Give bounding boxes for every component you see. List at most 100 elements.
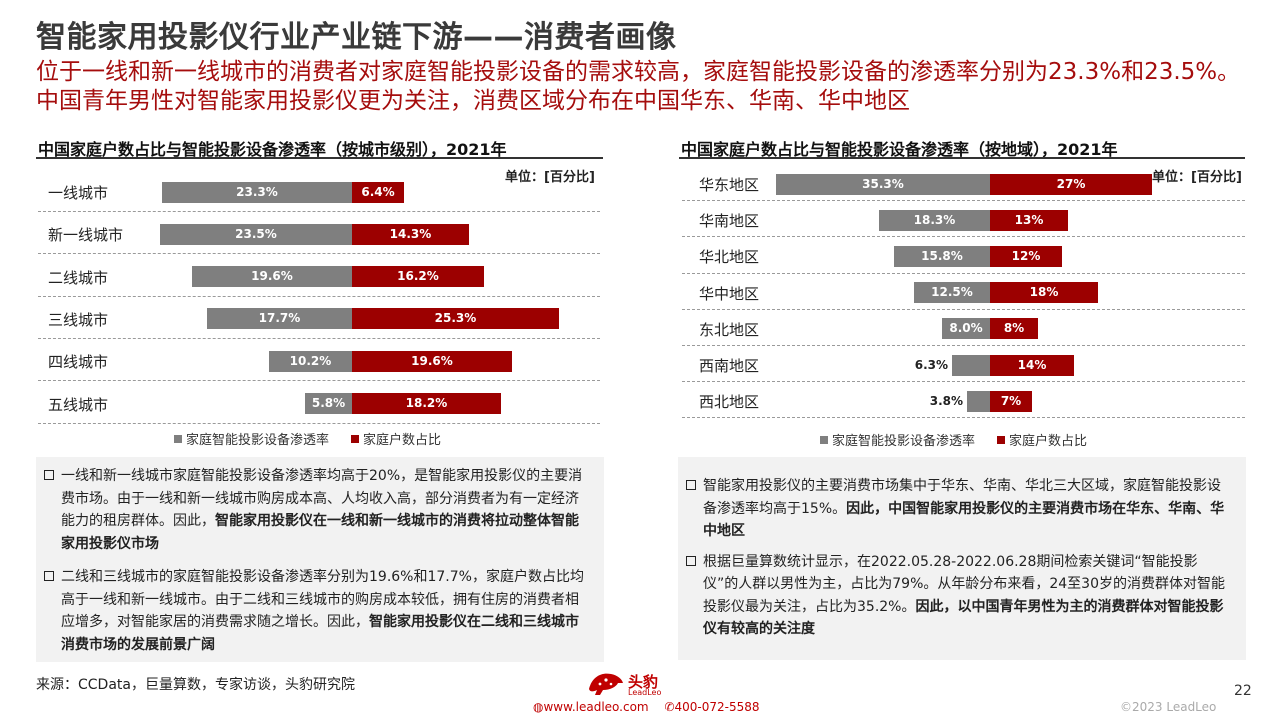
- note-item: 二线和三线城市的家庭智能投影设备渗透率分别为19.6%和17.7%，家庭户数占比…: [44, 566, 590, 656]
- category-label: 四线城市: [48, 353, 109, 372]
- bar-household: [352, 308, 559, 330]
- chart-title-underline: [679, 157, 1245, 159]
- page-title: 智能家用投影仪行业产业链下游——消费者画像: [36, 20, 677, 55]
- legend-swatch-penetration: [820, 435, 828, 444]
- row-separator: [682, 344, 1245, 346]
- row-separator: [38, 380, 600, 382]
- note-text: 智能家用投影仪的主要消费市场集中于华东、华南、华北三大区域，家庭智能投影设备渗透…: [703, 478, 1221, 517]
- bar-penetration: [160, 223, 352, 245]
- data-label-penetration: 19.6%: [251, 269, 293, 284]
- category-label: 西北地区: [699, 393, 760, 412]
- source-note: 来源：CCData，巨量算数，专家访谈，头豹研究院: [36, 677, 355, 693]
- data-label-penetration: 17.7%: [258, 311, 301, 326]
- bar-household: [352, 393, 501, 414]
- note-item: 智能家用投影仪的主要消费市场集中于华东、华南、华北三大区域，家庭智能投影设备渗透…: [686, 475, 1232, 543]
- notes-box-left: 一线和新一线城市家庭智能投影设备渗透率均高于20%，是智能家用投影仪的主要消费市…: [36, 457, 604, 662]
- data-label-household: 14.3%: [389, 226, 432, 241]
- data-label-household: 27%: [1056, 176, 1086, 191]
- note-item: 根据巨量算数统计显示，在2022.05.28-2022.06.28期间检索关键词…: [686, 551, 1232, 641]
- phone-number: 400-072-5588: [674, 700, 760, 714]
- bar-penetration: [952, 354, 990, 376]
- data-label-penetration: 15.8%: [921, 248, 963, 263]
- note-item: 一线和新一线城市家庭智能投影设备渗透率均高于20%，是智能家用投影仪的主要消费市…: [44, 465, 590, 555]
- data-label-penetration: 5.8%: [311, 396, 346, 410]
- legend-region: 家庭智能投影设备渗透率 家庭户数占比: [820, 430, 1087, 449]
- data-label-penetration: 12.5%: [931, 285, 973, 300]
- legend-label-penetration: 家庭智能投影设备渗透率: [186, 433, 330, 448]
- bar-penetration: [305, 393, 352, 414]
- legend-label-household: 家庭户数占比: [363, 433, 442, 448]
- category-label: 西南地区: [699, 357, 760, 375]
- legend-label-household: 家庭户数占比: [1009, 434, 1088, 449]
- chart-unit-region: 单位：[百分比]: [1152, 170, 1242, 185]
- page-subtitle: 位于一线和新一线城市的消费者对家庭智能投影设备的需求较高，家庭智能投影设备的渗透…: [36, 59, 1241, 114]
- legend-label-penetration: 家庭智能投影设备渗透率: [832, 434, 976, 449]
- bar-household: [990, 390, 1032, 412]
- row-separator: [38, 422, 600, 424]
- row-separator: [38, 295, 600, 297]
- data-label-household: 8%: [1003, 321, 1025, 336]
- data-label-household: 12%: [1011, 248, 1041, 263]
- globe-icon: ◍: [533, 700, 544, 714]
- website-link[interactable]: www.leadleo.com: [543, 700, 649, 714]
- category-label: 五线城市: [48, 395, 109, 414]
- bar-penetration: [192, 266, 352, 288]
- row-separator: [682, 308, 1245, 310]
- category-label: 一线城市: [48, 184, 109, 202]
- note-text: 二线和三线城市的家庭智能投影设备渗透率分别为19.6%和17.7%，家庭户数占比…: [61, 569, 584, 630]
- row-separator: [682, 236, 1245, 238]
- note-emphasis: 因此，以中国青年男性为主的消费群体对智能投影仪有较高的关注度: [703, 598, 1224, 638]
- data-label-penetration: 3.8%: [929, 393, 963, 408]
- category-label: 华北地区: [699, 248, 760, 267]
- data-label-household: 16.2%: [397, 269, 439, 284]
- bar-penetration: [776, 173, 990, 195]
- category-label: 三线城市: [48, 310, 109, 329]
- bar-penetration: [942, 318, 990, 340]
- data-label-penetration: 23.5%: [235, 226, 277, 241]
- note-emphasis: 智能家用投影仪在二线和三线城市消费市场的发展前景广阔: [61, 614, 579, 653]
- data-label-household: 18.2%: [405, 396, 448, 410]
- bar-household: [990, 354, 1074, 376]
- data-label-household: 14%: [1017, 357, 1047, 372]
- notes-box-right: 智能家用投影仪的主要消费市场集中于华东、华南、华北三大区域，家庭智能投影设备渗透…: [678, 457, 1246, 660]
- checkbox-bullet-icon: [686, 480, 696, 490]
- bar-household: [352, 266, 484, 288]
- contact-info: ◍www.leadleo.com ✆400-072-5588: [533, 700, 760, 714]
- note-text: 根据巨量算数统计显示，在2022.05.28-2022.06.28期间检索关键词…: [703, 553, 1225, 615]
- bar-household: [352, 223, 469, 245]
- row-separator: [38, 338, 600, 340]
- bar-penetration: [207, 308, 352, 330]
- row-separator: [682, 381, 1245, 383]
- checkbox-bullet-icon: [686, 555, 696, 566]
- row-separator: [682, 200, 1245, 202]
- data-label-penetration: 23.3%: [236, 184, 278, 199]
- category-label: 新一线城市: [48, 226, 124, 245]
- category-label: 华南地区: [699, 212, 760, 231]
- legend-swatch-household: [351, 434, 360, 443]
- bar-household: [990, 318, 1038, 340]
- chart-unit-city: 单位：[百分比]: [505, 170, 595, 185]
- bar-penetration: [967, 390, 990, 412]
- row-separator: [682, 272, 1245, 274]
- note-emphasis: 因此，中国智能家用投影仪的主要消费市场在华东、华南、华中地区: [703, 500, 1225, 540]
- category-label: 东北地区: [699, 320, 760, 339]
- chart-title-city: 中国家庭户数占比与智能投影设备渗透率（按城市级别），2021年: [38, 140, 507, 159]
- chart-title-region: 中国家庭户数占比与智能投影设备渗透率（按地域），2021年: [681, 140, 1118, 159]
- legend-swatch-household: [997, 435, 1006, 444]
- category-label: 华东地区: [699, 176, 760, 194]
- bar-household: [990, 282, 1098, 304]
- data-label-household: 6.4%: [361, 184, 395, 199]
- category-label: 华中地区: [699, 284, 760, 303]
- data-label-penetration: 6.3%: [914, 357, 948, 372]
- row-separator: [38, 211, 600, 213]
- row-separator: [682, 417, 1245, 419]
- bar-household: [990, 209, 1068, 231]
- copyright: ©2023 LeadLeo: [1120, 700, 1217, 714]
- data-label-penetration: 18.3%: [913, 212, 956, 227]
- data-label-household: 19.6%: [411, 353, 453, 368]
- bar-household: [352, 350, 512, 372]
- data-label-household: 18%: [1029, 285, 1059, 300]
- leopard-logo-icon: [589, 673, 623, 695]
- logo-subtext: LeadLeo: [628, 688, 662, 697]
- category-label: 二线城市: [48, 268, 109, 287]
